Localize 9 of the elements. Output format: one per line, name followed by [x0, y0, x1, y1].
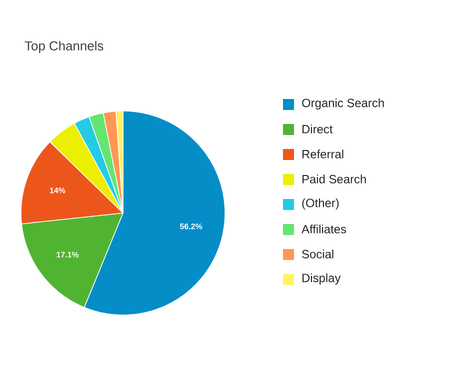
legend-label: (Other): [302, 198, 339, 210]
legend-label: Social: [302, 250, 334, 258]
legend-label: Display: [302, 273, 341, 285]
legend-label: Referral: [302, 150, 344, 158]
legend-label: Organic Search: [302, 98, 384, 110]
legend-label: Affiliates: [302, 224, 346, 234]
legend-label: Paid Search: [302, 174, 366, 184]
legend-label: Direct: [302, 124, 333, 134]
chart-title: Top Channels: [24, 40, 104, 54]
